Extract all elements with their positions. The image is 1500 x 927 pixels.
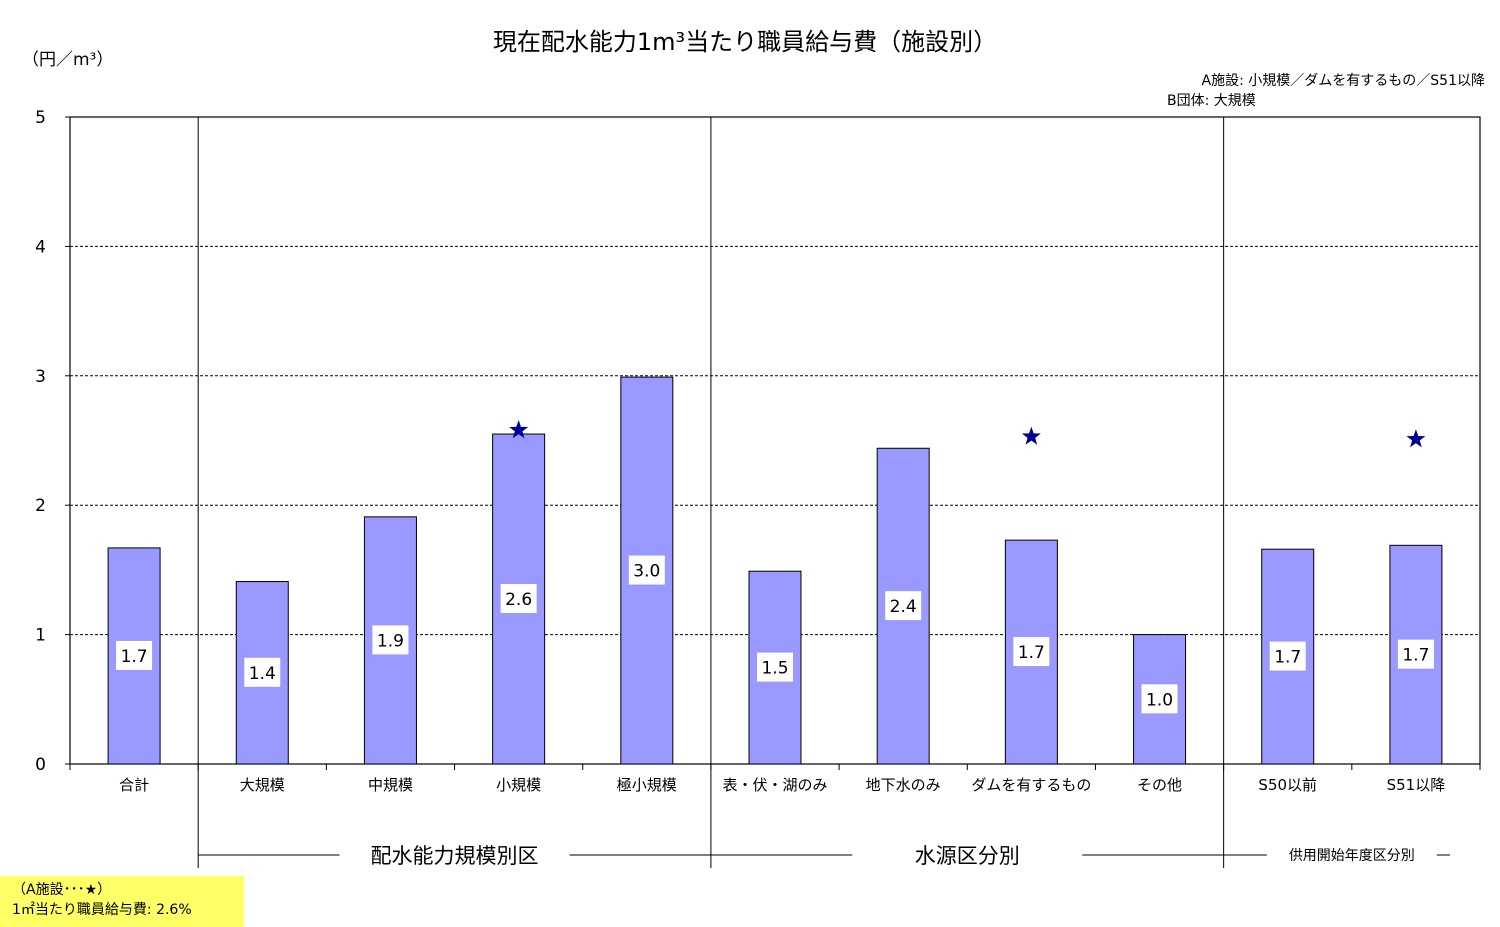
x-tick-label: 合計 [119,776,149,794]
footnote-line-1: （A施設･･･★） [12,882,112,898]
chart-title: 現在配水能力1m³当たり職員給与費（施設別） [493,28,997,56]
legend-note-b: B団体: 大規模 [1167,93,1256,109]
x-tick-label: 極小規模 [617,776,677,794]
data-label: 1.7 [1274,648,1301,668]
data-label-bg [885,591,922,621]
x-tick-label: S51以降 [1387,776,1446,794]
y-tick-label: 4 [35,237,46,257]
footnote-line-2: 1㎡当たり職員給与費: 2.6% [12,902,192,918]
data-label: 1.4 [249,664,276,684]
data-label: 2.4 [890,597,917,617]
plot-area: 0 1 2 3 4 5 1.7 合計 1.4 大規模 1.9 中規模 2.6 小規模 3.0 極小規模 1.5 表… [35,108,1481,868]
x-tick-label: 表・伏・湖のみ [722,776,827,794]
data-label: 2.6 [505,590,532,610]
x-tick-label: 地下水のみ [866,776,941,794]
y-tick-label: 5 [35,108,46,128]
data-label-bg [628,555,665,585]
star-marker-icon [1021,426,1041,445]
x-tick-label: 大規模 [240,776,285,794]
y-tick-label: 2 [35,496,46,516]
data-label: 1.5 [761,659,788,679]
group-label: 配水能力規模別区 [371,844,539,868]
legend-note-a: A施設: 小規模／ダムを有するもの／S51以降 [1202,73,1485,89]
y-tick-label: 0 [35,755,46,775]
data-label-bg [757,652,793,682]
x-tick-label: 中規模 [368,776,413,794]
data-label-bg [1141,684,1178,714]
data-label-bg [1269,641,1306,671]
y-axis-unit: （円／m³） [22,50,113,70]
y-tick-label: 3 [35,367,46,387]
data-label: 1.7 [1402,646,1429,666]
y-tick-label: 1 [35,626,46,646]
data-label: 3.0 [633,562,660,582]
group-label: 供用開始年度区分別 [1289,848,1415,864]
footnote-box: （A施設･･･★） 1㎡当たり職員給与費: 2.6% [0,876,244,927]
star-marker-icon [509,420,529,439]
data-label: 1.7 [121,647,148,667]
data-label: 1.7 [1018,643,1045,663]
x-tick-label: 小規模 [496,776,541,794]
data-label-bg [372,625,409,655]
data-label-bg [500,584,537,614]
x-tick-label: ダムを有するもの [971,776,1091,794]
x-tick-label: その他 [1137,776,1182,794]
data-label-bg [116,640,153,670]
data-label-bg [244,657,281,687]
group-label: 水源区分別 [915,844,1020,868]
data-label: 1.0 [1146,690,1173,710]
data-label: 1.9 [377,631,404,651]
data-label-bg [1013,637,1050,667]
data-label-bg [1397,639,1434,669]
x-tick-label: S50以前 [1258,776,1317,794]
star-marker-icon [1406,429,1426,448]
